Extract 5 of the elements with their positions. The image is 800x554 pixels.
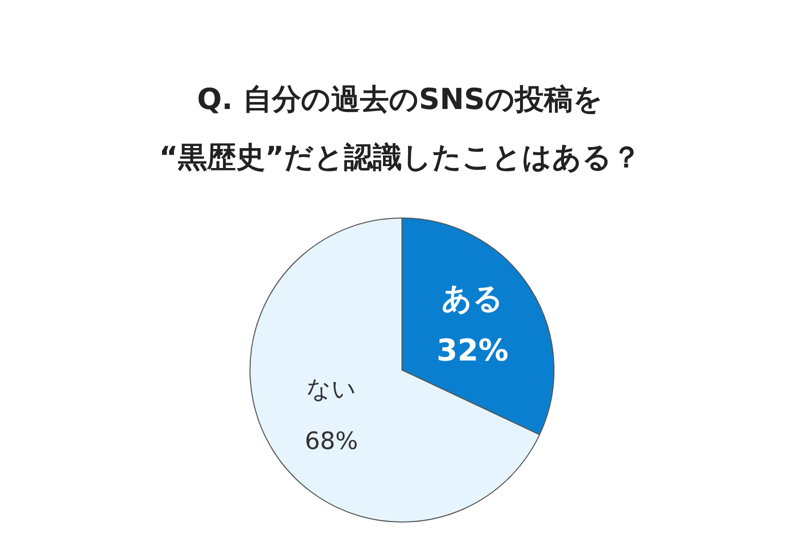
data-label: 32% bbox=[436, 334, 508, 369]
slice-label: ある bbox=[442, 282, 504, 317]
data-label: 68% bbox=[304, 426, 358, 455]
slice-label: ない bbox=[306, 374, 356, 403]
chart-title: Q. 自分の過去のSNSの投稿を “黒歴史”だと認識したことはある？ bbox=[158, 81, 642, 176]
